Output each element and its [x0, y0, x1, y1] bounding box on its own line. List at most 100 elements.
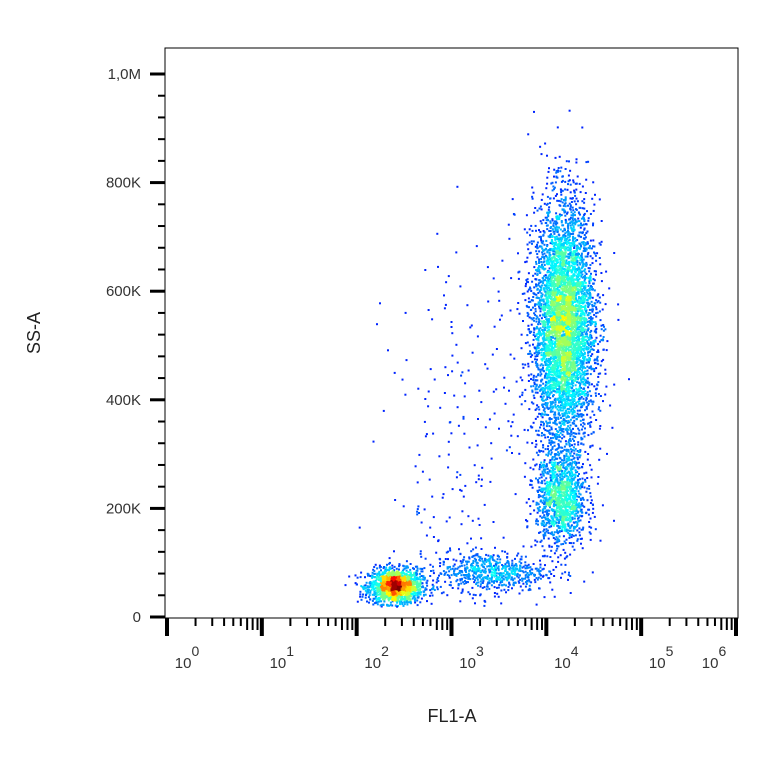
event-point [409, 571, 412, 574]
event-point [581, 547, 584, 550]
event-point [438, 574, 440, 577]
event-point [580, 423, 582, 426]
event-point [564, 315, 567, 318]
event-point [560, 459, 563, 462]
event-point [405, 601, 408, 604]
event-point [520, 555, 523, 558]
event-point [530, 224, 533, 227]
event-point [418, 591, 421, 594]
event-point [544, 564, 546, 567]
event-point [502, 565, 505, 567]
event-point [385, 566, 388, 569]
event-point [518, 592, 521, 595]
event-point [553, 277, 556, 280]
event-point [562, 324, 565, 327]
event-point [501, 581, 504, 583]
event-point [425, 588, 428, 591]
event-point [563, 337, 566, 340]
event-point [423, 578, 426, 581]
event-point [573, 247, 576, 249]
event-point [588, 521, 591, 523]
event-point [550, 428, 553, 431]
event-point [408, 578, 410, 581]
event-point [544, 499, 547, 502]
event-point [387, 592, 390, 594]
event-point [453, 563, 456, 566]
event-point [597, 375, 600, 378]
event-point [384, 579, 387, 582]
event-point [394, 586, 397, 589]
event-point [535, 451, 538, 454]
event-point [570, 477, 573, 480]
event-point [569, 519, 572, 522]
event-point [563, 247, 566, 250]
event-point [435, 581, 438, 584]
event-point [404, 581, 407, 584]
event-point [529, 479, 532, 482]
event-point [594, 302, 597, 305]
event-point [494, 572, 497, 575]
event-point [588, 390, 591, 393]
event-point [547, 517, 550, 520]
event-point [555, 257, 558, 260]
event-point [525, 567, 528, 570]
event-point [595, 312, 598, 315]
event-point [380, 582, 383, 585]
event-point [574, 534, 577, 537]
event-point [529, 350, 531, 353]
event-point [449, 584, 452, 587]
event-point [410, 577, 413, 580]
event-point [467, 572, 470, 575]
event-point [455, 580, 458, 583]
event-point [555, 263, 558, 266]
event-point [571, 512, 574, 515]
event-point [561, 477, 564, 480]
event-point [407, 582, 410, 585]
event-point [373, 593, 376, 596]
event-point [452, 558, 455, 561]
event-point [567, 524, 570, 527]
event-point [415, 583, 418, 585]
event-point [536, 391, 539, 394]
event-point [430, 588, 433, 591]
event-point [506, 552, 509, 555]
event-point [579, 538, 582, 540]
event-point [395, 585, 398, 588]
event-point [593, 313, 596, 316]
event-point [547, 488, 549, 491]
event-point [478, 576, 481, 579]
event-point [554, 181, 557, 184]
event-point [546, 422, 549, 425]
event-point [588, 267, 591, 270]
event-point [577, 505, 580, 507]
event-point [581, 486, 584, 489]
event-point [553, 416, 556, 419]
event-point [384, 581, 387, 584]
event-point [414, 588, 417, 591]
event-point [585, 407, 588, 410]
event-point [546, 381, 549, 384]
event-point [559, 515, 562, 518]
event-point [539, 473, 542, 476]
event-point [568, 504, 571, 507]
event-point [568, 536, 571, 539]
event-point [556, 436, 559, 439]
event-point [471, 597, 474, 600]
event-point [532, 468, 535, 471]
event-point [385, 583, 388, 586]
event-point [541, 511, 544, 514]
event-point [383, 570, 386, 573]
event-point [472, 574, 475, 577]
event-point [545, 509, 548, 512]
event-point [549, 501, 552, 503]
event-point [406, 593, 409, 596]
event-point [547, 436, 549, 439]
event-point [577, 510, 580, 513]
event-point [403, 575, 406, 578]
event-point [487, 565, 490, 568]
event-point [566, 266, 569, 269]
event-point [529, 505, 532, 508]
event-point [440, 573, 443, 575]
event-point [572, 353, 575, 356]
event-point [581, 273, 584, 276]
